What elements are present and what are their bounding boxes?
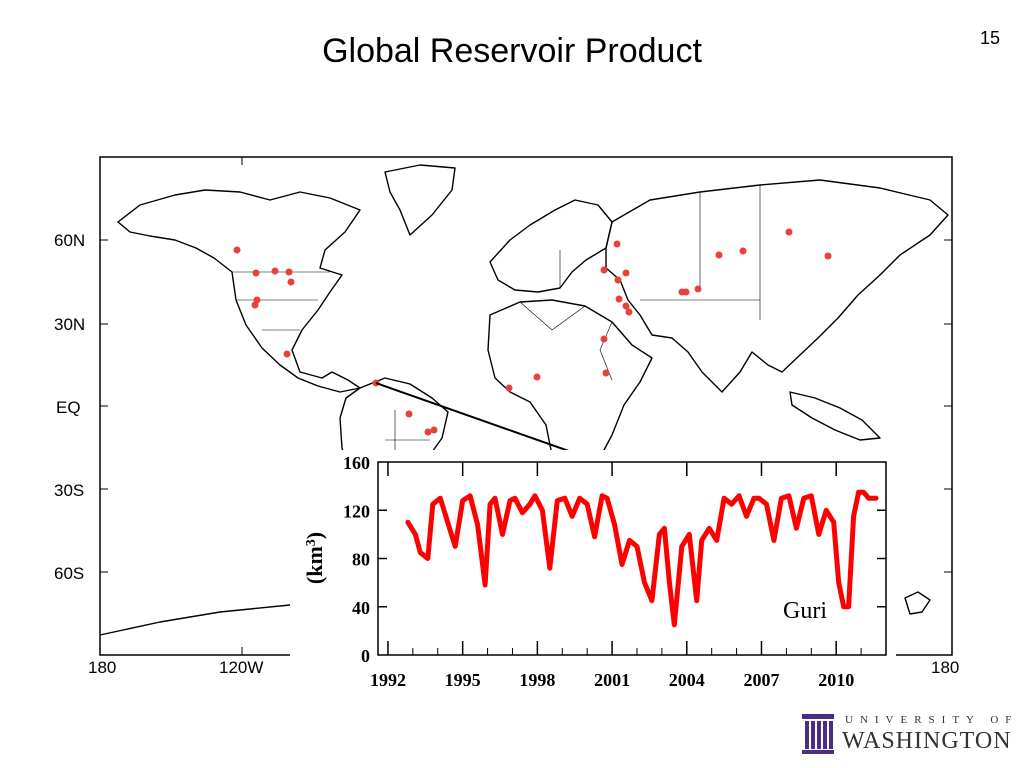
- reservoir-marker: [824, 252, 832, 260]
- map-ticks: [100, 157, 952, 655]
- lat-label-60n: 60N: [54, 231, 86, 250]
- lat-label-eq: EQ: [56, 398, 81, 417]
- plot-frame: [377, 461, 887, 656]
- lon-label-180-left: 180: [88, 658, 117, 677]
- logo-washington-text: WASHINGTON: [842, 728, 1012, 754]
- guri-storage-line: [405, 489, 879, 628]
- reservoir-marker: [233, 246, 241, 254]
- x-tick-label: 1995: [445, 670, 481, 690]
- reservoir-marker: [251, 301, 259, 309]
- y-tick-label: 40: [352, 598, 370, 618]
- reservoir-marker: [622, 269, 630, 277]
- country-borders: [232, 185, 761, 470]
- slide-title: Global Reservoir Product: [322, 32, 702, 70]
- southeast-asia-outline: [789, 391, 881, 441]
- x-tick-label: 2007: [743, 670, 779, 690]
- reservoir-marker: [283, 350, 291, 358]
- greenland-outline: [384, 164, 456, 236]
- y-axis-label: (km3): [302, 532, 327, 584]
- x-tick-label: 2001: [594, 670, 630, 690]
- reservoir-marker: [739, 247, 747, 255]
- y-tick-label: 160: [343, 453, 370, 473]
- reservoir-marker: [600, 335, 608, 343]
- x-tick-label: 2004: [669, 670, 705, 690]
- asia-outline: [605, 179, 949, 393]
- reservoir-marker: [682, 288, 690, 296]
- page-number: 15: [979, 28, 1000, 48]
- reservoir-marker: [694, 285, 702, 293]
- reservoir-marker: [505, 384, 513, 392]
- new-zealand-outline: [904, 591, 931, 615]
- x-tick-label: 1998: [519, 670, 555, 690]
- reservoir-marker: [614, 276, 622, 284]
- y-tick-label: 120: [343, 501, 370, 521]
- lon-label-120w: 120W: [219, 658, 264, 677]
- reservoir-marker: [613, 240, 621, 248]
- reservoir-marker: [287, 278, 295, 286]
- reservoir-marker: [271, 267, 279, 275]
- reservoir-marker: [252, 269, 260, 277]
- university-logo: UNIVERSITY OF WASHINGTON: [800, 712, 1015, 758]
- north-america-outline: [117, 189, 361, 393]
- lat-label-30s: 30S: [54, 481, 85, 500]
- reservoir-marker: [622, 302, 630, 310]
- reservoir-marker: [405, 410, 413, 418]
- reservoir-marker: [715, 251, 723, 259]
- x-tick-label: 2010: [818, 670, 854, 690]
- reservoir-marker: [424, 428, 432, 436]
- y-tick-label: 0: [361, 646, 370, 666]
- lat-label-30n: 30N: [54, 315, 86, 334]
- reservoir-marker: [602, 369, 610, 377]
- lon-label-180-right: 180: [931, 658, 960, 677]
- series-annotation: Guri: [783, 598, 827, 624]
- logo-university-text: UNIVERSITY OF: [845, 714, 1019, 726]
- reservoir-marker: [533, 373, 541, 381]
- reservoir-marker: [785, 228, 793, 236]
- uw-pillars-icon: [802, 714, 834, 754]
- y-tick-label: 80: [352, 550, 370, 570]
- tick-marks: [378, 462, 887, 655]
- reservoir-marker: [285, 268, 293, 276]
- reservoir-marker: [430, 426, 438, 434]
- lat-label-60s: 60S: [54, 564, 85, 583]
- reservoir-marker: [615, 295, 623, 303]
- reservoir-marker: [600, 266, 608, 274]
- x-tick-label: 1992: [370, 670, 406, 690]
- reservoir-markers: [233, 228, 832, 436]
- reservoir-marker: [625, 308, 633, 316]
